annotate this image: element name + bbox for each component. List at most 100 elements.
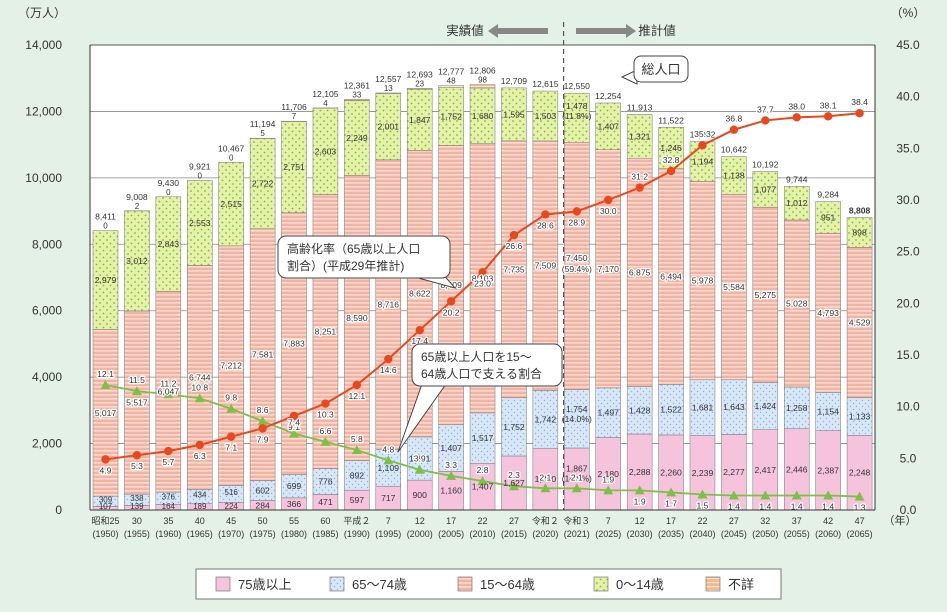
label-unknown: 33 [352,90,361,99]
x-tick-year: (2030) [627,529,653,539]
label-75plus: 597 [350,495,365,505]
x-tick-era: 40 [195,516,205,526]
support-callout-line2: 64歳人口で支える割合 [421,366,542,381]
x-tick-era: 平成２ [343,515,370,526]
label-support-ratio: 1.9 [634,496,646,506]
label-support-ratio: 9.8 [225,393,237,403]
label-aging-rate: 5.7 [162,457,174,467]
label-0-14: 2,843 [158,239,180,249]
x-tick-era: 17 [446,516,456,526]
label-75plus: 1,160 [440,486,462,496]
label-total: 9,430 [158,178,180,188]
aging-marker [793,113,801,121]
aging-marker [196,441,204,449]
label-aging-rate: 38.4 [851,97,868,107]
aging-marker [541,210,549,218]
y-right-unit: （%） [891,6,926,20]
x-tick-era: 32 [760,516,770,526]
label-65-74: 1,754 [566,404,588,414]
label-65-74: 1,109 [378,463,400,473]
label-15-64: 7,735 [503,264,525,274]
label-total: 10,642 [721,145,748,155]
label-0-14: 2,515 [220,199,242,209]
label-0-14: 1,478 [566,101,588,111]
x-tick-year: (2000) [407,529,433,539]
x-tick-year: (1960) [155,529,181,539]
label-total: 11,194 [250,119,276,129]
label-75plus: 1,407 [472,482,494,492]
y-right-tick: 45.0 [896,38,920,52]
label-total: 10,467 [218,143,245,153]
legend-label: 0～14歳 [616,577,664,592]
label-aging-rate: 4.9 [100,465,112,475]
label-aging-rate: 38.1 [820,100,837,110]
x-tick-era: 27 [509,516,519,526]
aging-marker [635,183,643,191]
label-aging-rate: 7.1 [225,443,237,453]
label-65-74: 699 [287,481,302,491]
label-unknown: 4 [323,99,328,108]
label-15-64: 7,883 [283,339,305,349]
aging-marker [353,381,361,389]
y-left-tick: 6,000 [32,304,62,318]
legend-label: 75歳以上 [238,577,291,592]
x-tick-era: 令和２ [532,515,559,526]
label-15-64: 7,170 [597,264,619,274]
aging-marker [258,424,266,432]
total-callout-text: 総人口 [641,62,680,77]
label-15-64: 4,793 [817,308,839,318]
label-aging-rate: 7.9 [257,434,269,444]
label-unknown: 23 [415,79,424,88]
label-0-14: 1,847 [409,115,431,125]
label-15-64: 5,017 [95,408,117,418]
y-right-tick: 5.0 [900,451,917,465]
label-aging-rate: 37.7 [757,104,774,114]
label-aging-rate: 12.1 [348,391,365,401]
label-unknown: 7 [292,112,297,121]
label-support-ratio: 2.1 [539,472,551,482]
x-tick-year: (1990) [344,529,370,539]
x-tick-year: (1985) [312,529,338,539]
y-right-tick: 25.0 [896,245,920,259]
aging-marker [573,207,581,215]
label-0-14: 1,077 [755,184,777,194]
label-75plus: 2,277 [723,467,745,477]
label-15-64: 8,622 [409,289,431,299]
label-support-ratio: 3.3 [445,460,457,470]
label-aging-rate: 10.3 [317,410,334,420]
label-15-64: 8,590 [346,313,368,323]
x-tick-era: 昭和25 [91,516,119,526]
aging-callout-line2: 割合）(平成29年推計) [287,258,404,273]
label-15-64: 8,716 [378,300,400,310]
aging-marker [164,447,172,455]
x-tick-year: (1975) [250,529,276,539]
label-aging-rate: 31.2 [631,172,648,182]
label-0-14: 1,321 [629,131,651,141]
x-tick-era: 22 [478,516,488,526]
label-15-64: 7,450 [566,253,588,263]
label-aging-rate: 5.3 [131,461,143,471]
x-tick-year: (2010) [470,529,496,539]
label-aging-rate: 14.6 [380,365,397,375]
label-0-14: 2,979 [95,275,117,285]
label-0-14: 1,138 [723,170,745,180]
label-15-64: 8,251 [315,327,337,337]
x-tick-era: 35 [163,516,173,526]
legend-swatch-75plus [216,577,230,591]
x-tick-year: (1970) [218,529,244,539]
label-aging-rate: 23.0 [474,278,491,288]
label-0-14: 2,001 [378,122,400,132]
label-15-64: 5,584 [723,282,745,292]
label-75plus: 2,288 [629,467,651,477]
y-left-tick: 0 [55,503,62,517]
label-65-74: 1,522 [660,405,682,415]
label-unknown: 48 [447,77,456,86]
x-tick-era: 45 [226,516,236,526]
label-support-ratio: 11.5 [129,375,145,385]
label-65-74: 1,428 [629,405,651,415]
label-support-ratio: 3.9 [414,454,426,464]
label-total: 8,808 [849,205,871,215]
label-65-74: 434 [193,491,207,500]
label-15-64: 6,744 [189,372,211,382]
